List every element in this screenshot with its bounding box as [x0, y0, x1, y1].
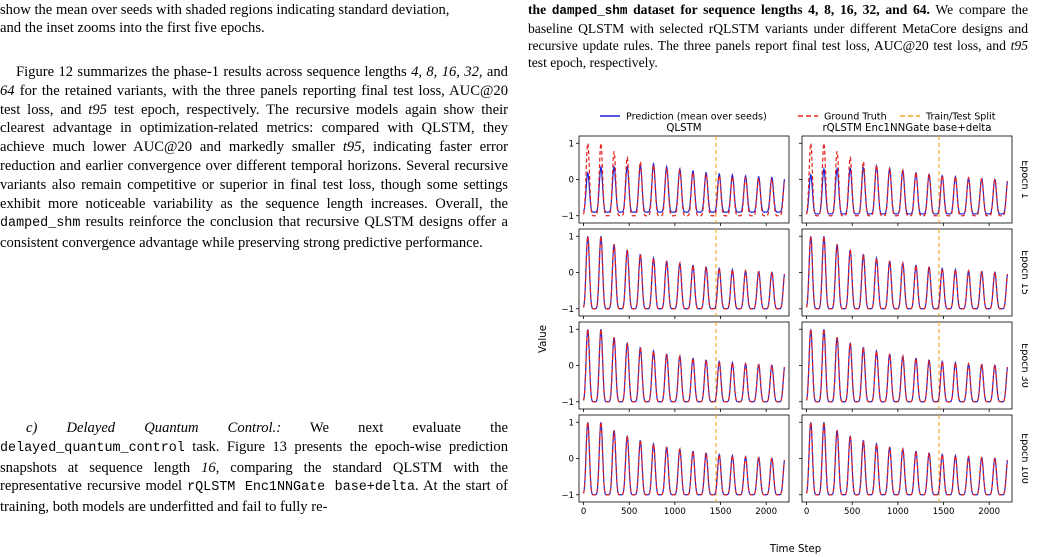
x-tick-label: 2000	[978, 507, 1000, 517]
text-run: test epoch, respectively. The recursive …	[0, 101, 508, 156]
row-label: Epoch 1	[1019, 160, 1028, 199]
row-label: Epoch 100	[1019, 433, 1028, 484]
text-run: , indicating faster error reduction and …	[0, 139, 508, 212]
text-run: Figure 12 summarizes the phase-1 results…	[16, 64, 412, 80]
caption-code: damped_shm	[551, 4, 628, 18]
x-tick-label: 1500	[933, 507, 955, 517]
text-run: for the retained variants, with the thre…	[0, 82, 508, 118]
prediction-series-line	[583, 161, 786, 213]
x-tick-label: 0	[581, 507, 586, 517]
clipped-text-line: and the inset zooms into the first five …	[0, 20, 265, 36]
caption-bold: the	[528, 2, 552, 17]
x-tick-label: 500	[844, 507, 860, 517]
subplot-r1-c0: −1 0 1	[561, 228, 790, 319]
math-run: t95	[88, 101, 107, 118]
code-run: damped_shm	[0, 216, 81, 232]
x-tick-label: 2000	[755, 507, 777, 517]
legend-label: Prediction (mean over seeds)	[626, 112, 767, 123]
math-run: 4, 8, 16, 32,	[411, 64, 483, 80]
legend-label: Train/Test Split	[925, 112, 996, 123]
y-tick-label: 1	[569, 325, 574, 335]
figure-caption: the damped_shm dataset for sequence leng…	[528, 1, 1028, 71]
code-run: rQLSTM Enc1NNGate base+delta	[187, 480, 416, 496]
caption-bold: dataset for sequence lengths 4, 8, 16, 3…	[627, 2, 930, 17]
math-run: t95	[342, 139, 362, 156]
caption-text: test epoch, respectively.	[528, 55, 658, 70]
y-tick-label: 0	[569, 455, 574, 465]
x-tick-label: 1000	[887, 507, 909, 517]
math-run: t95	[1010, 38, 1028, 53]
ground-truth-series-line	[805, 329, 1009, 403]
subplot-r2-c0: −1 0 1	[561, 321, 790, 412]
x-tick-label: 1500	[710, 507, 732, 517]
math-run: 16	[201, 459, 216, 476]
x-tick-label: 0	[804, 507, 809, 517]
y-tick-label: 0	[569, 269, 574, 279]
subplot-r3-c0: −1 0 1 0 500 1000 1500 2000	[561, 414, 790, 517]
y-tick-label: 0	[569, 362, 574, 372]
text-run: results reinforce the conclusion that re…	[0, 214, 508, 252]
row-label: Epoch 15	[1019, 250, 1028, 295]
y-tick-label: −1	[561, 398, 574, 408]
subplot-r0-c1: Epoch 1	[799, 135, 1028, 226]
clipped-text-line: show the mean over seeds with shaded reg…	[0, 2, 450, 18]
subplot-r2-c1: Epoch 30	[799, 321, 1028, 412]
text-run: and	[482, 64, 508, 80]
subplot-r1-c1: Epoch 15	[799, 228, 1028, 319]
code-run: delayed_quantum_control	[0, 440, 185, 456]
ground-truth-series-line	[582, 236, 786, 310]
y-tick-label: 1	[569, 139, 574, 149]
subplot-r3-c1: 0 500 1000 1500 2000 Epoch 100	[799, 414, 1028, 517]
caption-text: We compare the baseline QLSTM with selec…	[528, 2, 1028, 53]
text-run: . At the start of training, both models …	[0, 478, 508, 516]
figure-legend: Prediction (mean over seeds) Ground Truth…	[600, 112, 996, 123]
text-run: task. Figure 13 presents the epoch-wise …	[0, 438, 508, 476]
figure-panels: QLSTM rQLSTM Enc1NNGate base+delta Value Ti…	[538, 123, 1028, 555]
subplot-r0-c0: −1 0 1	[561, 135, 790, 226]
text-run: , comparing the standard QLSTM with the …	[0, 459, 509, 495]
text-run: We next evaluate the	[281, 420, 508, 436]
y-tick-label: 1	[569, 418, 574, 428]
body-paragraph: Figure 12 summarizes the phase-1 results…	[0, 63, 508, 253]
ground-truth-series-line	[582, 422, 786, 496]
y-tick-label: −1	[561, 305, 574, 315]
x-axis-label: Time Step	[769, 544, 821, 555]
column-title: QLSTM	[666, 123, 701, 134]
y-tick-label: −1	[561, 491, 574, 501]
legend-label: Ground Truth	[824, 112, 887, 123]
ground-truth-series-line	[805, 236, 1009, 310]
ground-truth-series-line	[582, 329, 786, 403]
y-tick-label: −1	[561, 212, 574, 222]
x-tick-label: 1000	[664, 507, 686, 517]
y-tick-label: 1	[569, 232, 574, 242]
column-title: rQLSTM Enc1NNGate base+delta	[822, 123, 991, 134]
ground-truth-series-line	[805, 143, 1009, 217]
ground-truth-series-line	[582, 143, 786, 217]
row-label: Epoch 30	[1019, 343, 1028, 388]
x-tick-label: 500	[621, 507, 637, 517]
y-axis-label: Value	[538, 325, 549, 353]
prediction-series-line	[806, 163, 1009, 215]
ground-truth-series-line	[805, 422, 1009, 496]
y-tick-label: 0	[569, 176, 574, 186]
epoch-prediction-figure: Prediction (mean over seeds) Ground Truth…	[538, 112, 1028, 556]
paragraph-heading: c) Delayed Quantum Control.:	[26, 420, 282, 436]
math-run: 64	[0, 82, 15, 99]
body-paragraph: c) Delayed Quantum Control.: We next eva…	[0, 419, 508, 517]
